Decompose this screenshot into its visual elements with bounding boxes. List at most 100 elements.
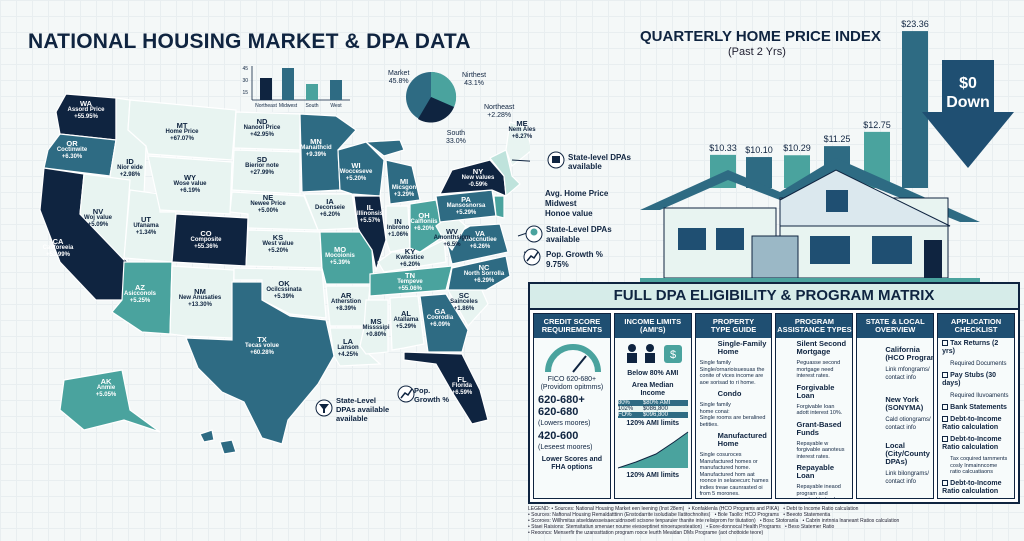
state-label-ks: KS West value +5.20% [262,233,294,254]
state-nd[interactable] [233,111,301,151]
state-fl[interactable] [403,351,489,425]
region-bar-west [330,80,342,100]
property-condo-desc: Single family home conai: Single rooms a… [699,402,766,428]
city-icon [547,151,565,169]
state-label-ms: MS Missssipi +0.80% [362,317,390,338]
checkbox-icon[interactable] [942,416,949,423]
income-limit-1: 120% AMI limits [626,420,680,427]
state-wy[interactable] [147,155,233,215]
income-table: 80% $80% AMI 102% $086,800 FO% $096,800 [617,400,688,418]
region-tick-3: 15 [242,90,248,96]
check-item-3[interactable]: Bank Statements [938,402,1014,414]
state-label-wa: WA Assord Price +55.95% [67,99,105,120]
note-dpa-1: State-level DPAs available [568,153,631,171]
state-ny-link[interactable]: Cald otiongrams/ contact info [885,417,931,431]
check-item-5[interactable]: Debt-to-Income Ratio calculation [938,434,1014,454]
region-bar-south [306,84,318,100]
state-local-link[interactable]: Link bilongrams/ contact info [885,471,929,485]
note-pop-2: Pop. Growth % [414,386,449,404]
state-label-ia: IA Deconseie +6.20% [314,197,345,218]
check-item-1[interactable]: Tax Returns (2 yrs) [938,338,1014,358]
state-label-id: ID Nior eide +2.98% [117,157,143,178]
state-label-nc: NC North Sorrolla +6.29% [463,263,505,284]
state-ca[interactable]: California (HCO Programs) [885,345,933,362]
state-mt[interactable] [127,99,237,161]
assist-silent-desc: Peguasse second mortgage need interest r… [796,360,841,379]
state-oh[interactable] [409,199,445,253]
price-bar-label: $10.33 [709,143,737,153]
checkbox-icon[interactable] [942,340,949,347]
assist-forgivable-desc: Forgivable Ioan adott interest 10%. [796,403,843,417]
credit-foot: Lower Scores and FHA options [541,456,603,471]
col-assistance-header: PROGRAM ASSISTANCE TYPES [776,314,853,338]
state-label-wy: WY Wose value +6.19% [173,173,207,194]
state-ga[interactable] [419,293,469,353]
page-title: NATIONAL HOUSING MARKET & DPA DATA [28,30,471,53]
state-ca-link[interactable]: Link mfongrams/ contact info [885,367,930,381]
state-ak[interactable] [59,369,161,433]
state-il[interactable] [353,195,387,273]
state-nv[interactable] [79,173,131,262]
income-area-chart [617,431,689,469]
state-al[interactable] [389,295,425,351]
state-nj[interactable] [493,195,505,219]
state-ne[interactable] [229,191,319,231]
state-local[interactable]: Local (City/County DPAs) [885,441,930,466]
state-hi[interactable] [199,429,237,455]
state-ms[interactable] [359,299,389,355]
state-tn[interactable] [369,265,453,297]
state-me[interactable] [505,121,530,167]
state-mi[interactable] [364,139,421,205]
state-or[interactable] [43,133,117,177]
price-bar-label: $10.10 [745,145,773,155]
income-cell: $80% AMI [642,400,671,406]
state-nc[interactable] [447,255,511,291]
note-pop-1: Pop. Growth % 9.75% [546,250,603,269]
income-cell: $086,800 [642,406,668,412]
state-label-wi: WI Wocceseve +5.20% [339,161,373,182]
check-item-label: Debt-to-Income Ratio calculation [942,479,1002,495]
state-sd[interactable] [231,149,301,195]
state-label-ga: GA Coorodia +6.09% [426,307,454,328]
region-pie-chart [406,71,457,123]
property-mh: Manufactured Home [717,431,767,448]
property-sf-desc: Single family Single/ornarioisuesuas the… [699,360,765,386]
state-ok[interactable] [233,267,327,319]
state-label-la: LA Lanson +4.25% [337,337,359,358]
assist-forgivable: Forgivable Loan [796,382,835,400]
income-cell: $096,800 [642,412,668,418]
assist-silent: Silent Second Mortgage [796,339,847,356]
check-item-5-desc: Tax coquired tarnments cosly Inmainncome… [950,456,1008,475]
dpa-matrix: FULL DPA ELIGIBILITY & PROGRAM MATRIX CR… [528,282,1020,504]
state-ny[interactable]: New York (SONYMA) [885,395,924,412]
lightbulb-icon [525,225,543,243]
state-label-tx: TX Tecas volue +60.28% [245,335,279,356]
assist-repayable-desc: Repayable ineaod program and cangtasbio … [796,484,841,498]
check-item-1-desc: Required Documents [950,361,1007,367]
income-below: Below 80% AMI [627,370,679,377]
check-item-4[interactable]: Debt-to-Income Ratio calculation [938,414,1014,434]
col-property-header: PROPERTY TYPE GUIDE [695,314,772,338]
checkbox-icon[interactable] [942,404,949,411]
price-bar-label: $11.25 [824,134,851,144]
check-item-label: Debt-to-Income Ratio calculation [942,416,1002,431]
credit-b2: (Lowers moores) [538,420,591,427]
col-credit: CREDIT SCORE REQUIREMENTS FICO 620-680+ … [533,313,611,499]
state-in[interactable] [385,205,411,253]
checkbox-icon[interactable] [942,436,949,443]
region-tick-2: 30 [242,78,248,84]
checkbox-icon[interactable] [942,479,949,486]
state-label-mi: MI Micsgon +3.29% [391,177,417,198]
check-item-6[interactable]: Debt-to-Income Ratio calculation [938,478,1014,498]
state-nm[interactable] [169,265,235,339]
check-item-2[interactable]: Pay Stubs (30 days) [938,370,1014,390]
down-arrow-icon [922,60,1014,168]
assist-grant-desc: Repayable w forgivable aanoteus interest… [796,440,845,460]
assist-repayable: Repayable Loan [796,463,835,480]
state-tx[interactable] [185,281,335,445]
state-label-me: ME Nem Ales +6.27% [508,119,536,140]
col-property: PROPERTY TYPE GUIDE Single-Family Home S… [694,313,773,499]
checkbox-icon[interactable] [942,372,949,379]
region-label-south: South [305,103,318,109]
pie-label-northeast: Northeast +2.28% [484,104,515,119]
